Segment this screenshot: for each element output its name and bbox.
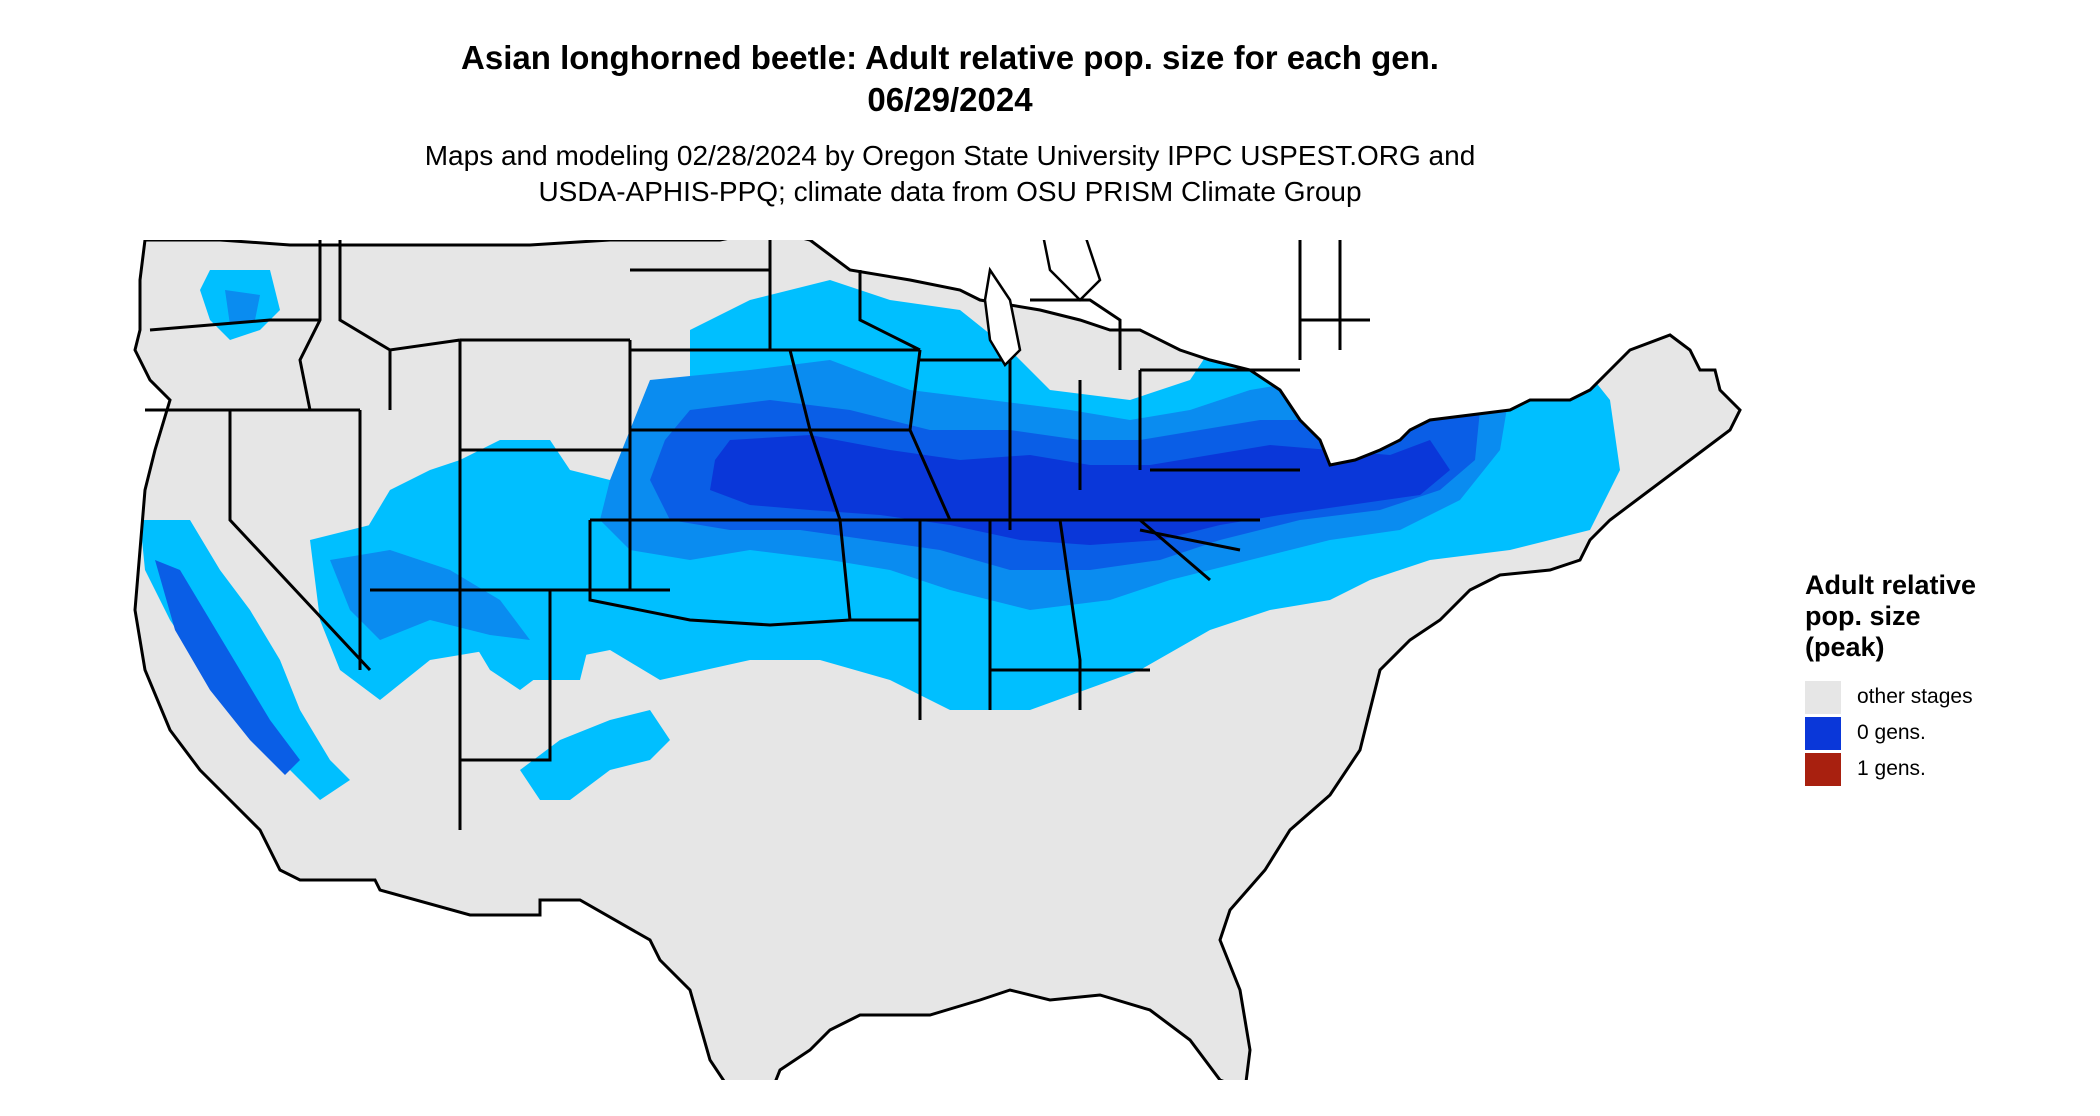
map-credit-line-1: Maps and modeling 02/28/2024 by Oregon S… bbox=[424, 140, 1476, 171]
border-ne-states bbox=[1298, 240, 1370, 360]
legend-item: 0 gens. bbox=[1805, 715, 2065, 751]
zone-washington-blue bbox=[225, 290, 260, 325]
border-wa-or bbox=[149, 318, 320, 332]
legend-item: 1 gens. bbox=[1805, 751, 2065, 787]
legend-swatch bbox=[1805, 752, 1841, 786]
border-ia-il bbox=[908, 349, 952, 521]
lake-huron bbox=[1042, 240, 1102, 302]
zone-westcoast-light bbox=[140, 520, 350, 800]
border-or-id bbox=[298, 240, 322, 411]
map-date: 06/29/2024 bbox=[867, 81, 1033, 118]
zone-westcoast-blue bbox=[155, 560, 300, 775]
border-id-mt bbox=[338, 240, 461, 352]
legend-label: 0 gens. bbox=[1857, 721, 1926, 744]
border-ca-nv bbox=[228, 410, 372, 672]
country-outline bbox=[133, 240, 1742, 1080]
border-ok-tx bbox=[588, 520, 851, 627]
border-mi bbox=[1030, 298, 1122, 370]
border-nm-tx bbox=[460, 590, 552, 762]
us-map bbox=[133, 240, 1742, 1080]
legend: Adult relative pop. size (peak) other st… bbox=[1805, 570, 2065, 787]
lake-michigan bbox=[983, 266, 1022, 368]
zone-southwest-mid bbox=[330, 550, 530, 640]
legend-title: Adult relative pop. size (peak) bbox=[1805, 570, 1977, 662]
state-boundaries bbox=[133, 240, 1742, 1080]
border-ga-sc bbox=[1139, 518, 1211, 582]
legend-swatch bbox=[1805, 716, 1841, 750]
border-ar-la bbox=[838, 519, 920, 622]
border-mn-wi bbox=[858, 270, 921, 352]
legend-item: other stages bbox=[1805, 679, 2065, 715]
border-al-ga bbox=[1058, 519, 1082, 710]
great-lakes bbox=[983, 240, 1102, 368]
legend-label: 1 gens. bbox=[1857, 757, 1926, 780]
map-title: Asian longhorned beetle: Adult relative … bbox=[461, 39, 1439, 76]
map-credit-line-2: USDA-APHIS-PPQ; climate data from OSU PR… bbox=[538, 176, 1362, 207]
population-zones bbox=[140, 270, 1620, 800]
legend-swatch bbox=[1805, 680, 1841, 714]
border-nc-sc bbox=[1139, 528, 1241, 552]
legend-label: other stages bbox=[1857, 685, 1973, 708]
zone-texas-light bbox=[520, 710, 670, 800]
